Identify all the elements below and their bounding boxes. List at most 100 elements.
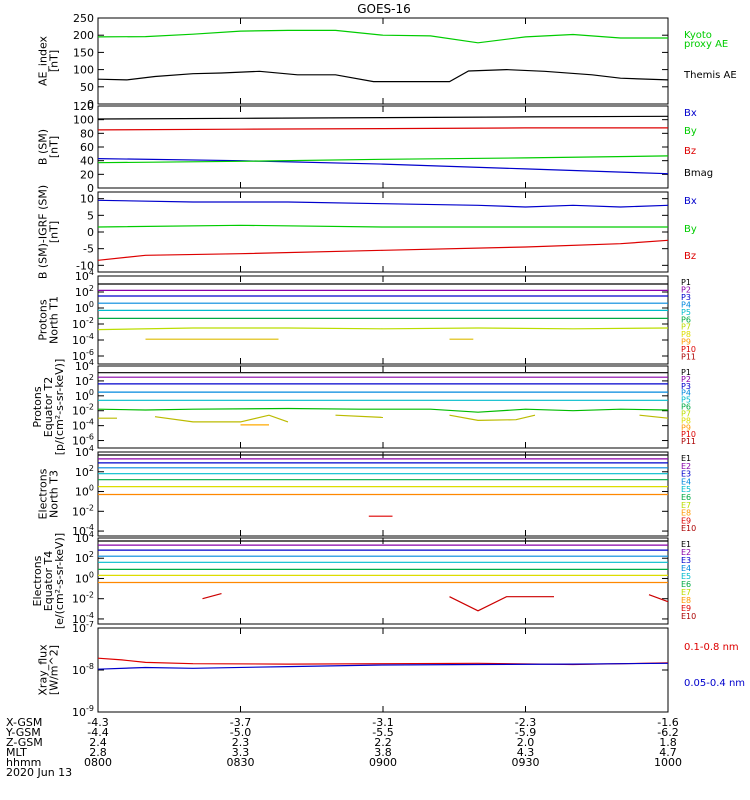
legend-bmag: Bmag <box>684 168 713 179</box>
y-axis-label: North T3 <box>48 470 61 518</box>
plot-title: GOES-16 <box>357 2 411 16</box>
legend-e6: E6 <box>681 493 691 502</box>
footer-value: -6.2 <box>657 726 678 739</box>
series-bx-line <box>97 158 669 175</box>
legend-p10: P10 <box>681 345 696 354</box>
legend-p4: P4 <box>681 300 691 309</box>
series-p7-line <box>449 414 536 422</box>
y-axis-label: Equator T4 <box>42 551 55 611</box>
series-bz-line <box>97 127 668 131</box>
legend-e5: E5 <box>681 572 691 581</box>
y-tick-label: 10-4 <box>72 611 94 626</box>
panel-frame <box>97 537 669 625</box>
series-kyoto-proxy-ae-line <box>97 29 668 44</box>
y-axis-label: [W/m^2] <box>48 645 61 695</box>
series-p6-line <box>97 407 669 413</box>
series-by-line <box>97 224 668 228</box>
legend-proxy-ae: proxy AE <box>684 39 728 50</box>
series-bmag-line <box>97 115 669 120</box>
legend-p3: P3 <box>681 293 691 302</box>
footer-value: 0800 <box>84 756 112 769</box>
footer-date: 2020 Jun 13 <box>6 766 72 779</box>
y-tick-label: 10-4 <box>72 332 94 347</box>
y-tick-label: 0 <box>87 98 94 111</box>
series-e9-line <box>202 593 222 600</box>
legend-p9: P9 <box>681 423 691 432</box>
footer-value: 3.8 <box>374 746 392 759</box>
legend-e10: E10 <box>681 524 696 533</box>
legend-p1: P1 <box>681 368 691 377</box>
y-tick-label: 5 <box>87 209 94 222</box>
legend-p4: P4 <box>681 389 691 398</box>
y-tick-label: 102 <box>75 550 94 565</box>
series-themis-ae-line <box>97 68 669 83</box>
legend-bx: Bx <box>684 196 697 207</box>
footer-value: 0830 <box>227 756 255 769</box>
ephemeris-footer: X-GSM -4.3 -3.7 -3.1 -2.3 -1.6 Y-GSM -4.4 -5.0 -5… <box>5 716 682 779</box>
y-tick-label: 60 <box>80 141 94 154</box>
y-tick-label: 104 <box>75 268 94 283</box>
legend-e6: E6 <box>681 580 691 589</box>
footer-value: -4.3 <box>87 716 108 729</box>
footer-value: 2.8 <box>89 746 107 759</box>
footer-row-label: MLT <box>6 746 27 759</box>
y-tick-label: 102 <box>75 284 94 299</box>
footer-row-label: Y-GSM <box>5 726 41 739</box>
y-axis-label: [nT] <box>48 136 61 158</box>
y-tick-label: 104 <box>75 358 94 373</box>
footer-value: 4.3 <box>517 746 535 759</box>
legend-0-05-0-4-nm: 0.05-0.4 nm <box>684 678 745 689</box>
y-tick-label: 50 <box>80 81 94 94</box>
legend-p9: P9 <box>681 338 691 347</box>
legend-p10: P10 <box>681 430 696 439</box>
series-bz-line <box>97 239 669 261</box>
series-p7-line <box>154 414 289 423</box>
y-tick-label: 100 <box>75 570 94 585</box>
y-tick-label: 0 <box>87 182 94 195</box>
footer-value: -5.0 <box>230 726 251 739</box>
legend-p2: P2 <box>681 285 691 294</box>
legend-bz: Bz <box>684 146 696 157</box>
footer-value: 1.8 <box>659 736 677 749</box>
footer-value: -1.6 <box>657 716 678 729</box>
footer-value: -3.7 <box>230 716 251 729</box>
y-axis-label: Protons <box>31 386 44 427</box>
legend-p11: P11 <box>681 437 696 446</box>
footer-row-label: hhmm <box>6 756 41 769</box>
legend-e3: E3 <box>681 556 691 565</box>
footer-value: -5.9 <box>515 726 536 739</box>
series-e9-line <box>449 596 554 612</box>
y-tick-label: 120 <box>73 100 94 113</box>
legend-e2: E2 <box>681 462 691 471</box>
legend-e4: E4 <box>681 564 691 573</box>
y-axis-label: Protons <box>37 299 50 340</box>
footer-value: -3.1 <box>372 716 393 729</box>
legend-p1: P1 <box>681 278 691 287</box>
y-axis-label: [nT] <box>48 221 61 243</box>
y-tick-label: 250 <box>73 12 94 25</box>
y-axis-label: North T1 <box>48 296 61 344</box>
footer-value: -2.3 <box>515 716 536 729</box>
legend-e8: E8 <box>681 509 691 518</box>
y-axis-label: Xray_flux <box>37 644 50 696</box>
y-tick-label: 102 <box>75 373 94 388</box>
legend-by: By <box>684 224 697 235</box>
panel-8: 10-7 10-8 10-9 Xray_flux[W/m^2] 0.1-0.8 nm 0.… <box>37 620 746 719</box>
legend-p5: P5 <box>681 396 691 405</box>
y-tick-label: 200 <box>73 29 94 42</box>
y-tick-label: 10 <box>80 193 94 206</box>
legend-p5: P5 <box>681 308 691 317</box>
legend-e1: E1 <box>681 454 691 463</box>
legend-p6: P6 <box>681 315 691 324</box>
series-e9-line <box>648 594 669 603</box>
y-tick-label: 10-2 <box>72 403 94 418</box>
y-tick-label: 10-4 <box>72 418 94 433</box>
y-tick-label: 100 <box>73 64 94 77</box>
footer-value: 1000 <box>654 756 682 769</box>
legend-e5: E5 <box>681 485 691 494</box>
legend-e7: E7 <box>681 501 691 510</box>
panel-3: -10 -5 0 5 10 B (SM)-IGRF (SM)[nT] Bx By Bz <box>37 185 697 279</box>
